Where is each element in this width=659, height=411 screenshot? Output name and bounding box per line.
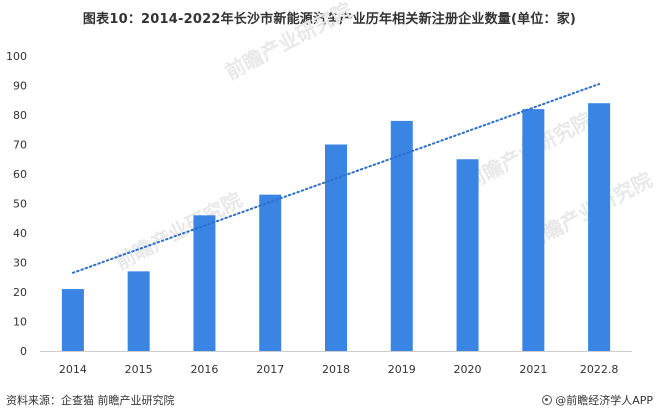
bar-2020: [456, 159, 479, 351]
x-tick-label-2014: 2014: [59, 363, 87, 376]
bar-2014: [61, 289, 84, 351]
x-tick-label-2015: 2015: [125, 363, 153, 376]
y-tick-label-0: 0: [20, 345, 27, 358]
brand-credit: @前瞻经济学人APP: [542, 392, 653, 408]
y-tick-label-80: 80: [13, 109, 27, 122]
y-tick-label-60: 60: [13, 168, 27, 181]
x-tick-label-2017: 2017: [256, 363, 284, 376]
bar-2015: [127, 271, 150, 351]
bar-2022.8: [588, 103, 611, 351]
watermarks: 前瞻产业研究院前瞻产业研究院前瞻产业研究院前瞻产业研究院: [111, 0, 656, 274]
trendline: [71, 83, 601, 274]
brand-logo-icon: [542, 395, 553, 405]
y-tick-label-40: 40: [13, 227, 27, 240]
bars: [61, 103, 611, 352]
y-tick-label-100: 100: [6, 50, 27, 63]
y-tick-label-50: 50: [13, 198, 27, 211]
y-tick-label-20: 20: [13, 286, 27, 299]
x-tick-label-2018: 2018: [322, 363, 350, 376]
bar-2016: [193, 215, 216, 351]
watermark-text-0: 前瞻产业研究院: [221, 0, 356, 84]
x-tick-label-2022.8: 2022.8: [580, 363, 619, 376]
brand-credit-text: @前瞻经济学人APP: [555, 394, 653, 407]
y-tick-label-30: 30: [13, 257, 27, 270]
source-note: 资料来源：企查猫 前瞻产业研究院: [6, 394, 175, 407]
x-axis-ticks: 2014 2015 2016 2017 2018 2019 2020 2021 2022.8: [59, 363, 618, 376]
y-tick-label-70: 70: [13, 139, 27, 152]
x-tick-label-2019: 2019: [388, 363, 416, 376]
y-tick-label-10: 10: [13, 316, 27, 329]
x-tick-label-2020: 2020: [454, 363, 482, 376]
bar-2017: [259, 194, 282, 351]
x-tick-label-2016: 2016: [190, 363, 218, 376]
y-axis-ticks: 0 10 20 30 40 50 60 70 80 90 100: [6, 50, 27, 358]
bar-2021: [522, 109, 545, 351]
x-tick-label-2021: 2021: [519, 363, 547, 376]
chart-title: 图表10：2014-2022年长沙市新能源汽车产业历年相关新注册企业数量(单位：…: [82, 12, 577, 27]
y-tick-label-90: 90: [13, 80, 27, 93]
bar-2018: [325, 144, 347, 351]
watermark-text-2: 前瞻产业研究院: [111, 187, 246, 274]
bar-2019: [390, 120, 413, 352]
